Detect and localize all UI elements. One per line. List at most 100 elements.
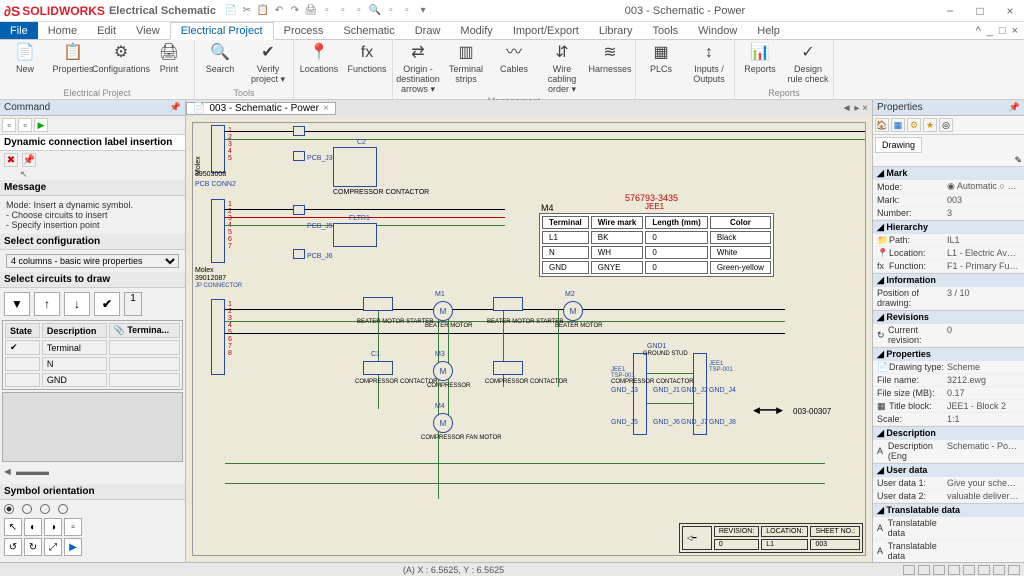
canvas-area: 📄 003 - Schematic - Power × ◄ ▸ × 12345 … <box>186 100 872 562</box>
cmd-tool-icon[interactable]: ▫ <box>18 118 32 132</box>
pin-icon[interactable]: 📌 <box>1009 102 1020 113</box>
qat-icon[interactable]: ↶ <box>272 4 286 18</box>
ribbon-terminalstrips-button[interactable]: ▥Terminal strips <box>445 42 487 85</box>
qat-icon[interactable]: ▾ <box>416 4 430 18</box>
orient-btn[interactable]: ▶ <box>64 538 82 556</box>
comp-label: COMPRESSOR CONTACTOR <box>333 189 383 196</box>
close-tab-icon[interactable]: × <box>323 103 329 114</box>
menu-tab-schematic[interactable]: Schematic <box>333 22 404 39</box>
ribbon-min-icon[interactable]: ^ <box>976 25 981 37</box>
qat-icon[interactable]: ▫ <box>320 4 334 18</box>
ribbon-reports-button[interactable]: 📊Reports <box>739 42 781 75</box>
config-select[interactable]: 4 columns - basic wire properties <box>6 254 179 268</box>
tabs-nav[interactable]: ◄ ▸ × <box>838 103 872 114</box>
down-icon[interactable]: ↓ <box>64 292 90 316</box>
menu-tab-help[interactable]: Help <box>747 22 790 39</box>
status-icon[interactable] <box>993 565 1005 575</box>
prop-tool-icon[interactable]: ★ <box>923 118 937 132</box>
orient-radio[interactable] <box>4 504 14 514</box>
orient-btn[interactable]: ◑ <box>44 518 62 536</box>
orient-btn[interactable]: ↻ <box>24 538 42 556</box>
orient-radio[interactable] <box>58 504 68 514</box>
status-icon[interactable] <box>948 565 960 575</box>
menu-tab-electricalproject[interactable]: Electrical Project <box>170 22 274 40</box>
status-icon[interactable] <box>903 565 915 575</box>
schematic-canvas[interactable]: 12345 1234567 12345678 Molex 39503008 PC… <box>186 116 872 562</box>
ribbon-cables-button[interactable]: 〰Cables <box>493 42 535 75</box>
menu-tab-window[interactable]: Window <box>688 22 747 39</box>
prop-tool-icon[interactable]: ◎ <box>939 118 953 132</box>
up-icon[interactable]: ↑ <box>34 292 60 316</box>
ribbon-origindestinationarrows-button[interactable]: ⇄Origin - destination arrows ▾ <box>397 42 439 95</box>
prop-tool-icon[interactable]: ▦ <box>891 118 905 132</box>
orient-btn[interactable]: ↖ <box>4 518 22 536</box>
menu-tab-tools[interactable]: Tools <box>642 22 688 39</box>
menu-tab-process[interactable]: Process <box>274 22 334 39</box>
qat-icon[interactable]: ▫ <box>352 4 366 18</box>
edit-icon[interactable]: ✎ <box>873 155 1024 166</box>
ribbon-properties-button[interactable]: 📋Properties <box>52 42 94 75</box>
qat-icon[interactable]: ▫ <box>400 4 414 18</box>
prop-tool-icon[interactable]: 🏠 <box>875 118 889 132</box>
ribbon-harnesses-button[interactable]: ≋Harnesses <box>589 42 631 75</box>
ribbon-search-button[interactable]: 🔍Search <box>199 42 241 75</box>
ribbon-inputsoutputs-button[interactable]: ↕Inputs / Outputs <box>688 42 730 85</box>
menu-tab-view[interactable]: View <box>126 22 170 39</box>
ribbon-print-button[interactable]: 🖨Print <box>148 42 190 75</box>
menu-tab-edit[interactable]: Edit <box>87 22 126 39</box>
qat-icon[interactable]: ↷ <box>288 4 302 18</box>
count-spinner[interactable]: 1 <box>124 292 142 316</box>
qat-icon[interactable]: 📋 <box>256 4 270 18</box>
close-button[interactable]: × <box>1000 4 1020 18</box>
pin-icon[interactable]: 📌 <box>170 102 181 113</box>
document-tab[interactable]: 📄 003 - Schematic - Power × <box>186 102 336 115</box>
menu-tab-modify[interactable]: Modify <box>450 22 502 39</box>
orient-btn[interactable]: ↺ <box>4 538 22 556</box>
cancel-button[interactable]: ✖ <box>4 153 18 167</box>
minimize-button[interactable]: − <box>940 4 960 18</box>
status-icon[interactable] <box>978 565 990 575</box>
qat-icon[interactable]: 🔍 <box>368 4 382 18</box>
orient-btn[interactable]: ⤢ <box>44 538 62 556</box>
status-icon[interactable] <box>1008 565 1020 575</box>
status-icon[interactable] <box>963 565 975 575</box>
check-icon[interactable]: ✔ <box>94 292 120 316</box>
ribbon-locations-button[interactable]: 📍Locations <box>298 42 340 75</box>
ribbon-min-icon[interactable]: □ <box>999 25 1006 37</box>
menu-tab-importexport[interactable]: Import/Export <box>503 22 589 39</box>
status-icon[interactable] <box>933 565 945 575</box>
menu-tab-library[interactable]: Library <box>589 22 643 39</box>
file-menu[interactable]: File <box>0 22 38 39</box>
status-icon[interactable] <box>918 565 930 575</box>
ribbon-functions-button[interactable]: fxFunctions <box>346 42 388 75</box>
orient-radio[interactable] <box>22 504 32 514</box>
status-icons <box>903 565 1020 575</box>
maximize-button[interactable]: □ <box>970 4 990 18</box>
prop-tool-icon[interactable]: ⚙ <box>907 118 921 132</box>
ribbon-close-icon[interactable]: × <box>1012 25 1018 37</box>
cmd-tool-icon[interactable]: ▫ <box>2 118 16 132</box>
qat-icon[interactable]: ✂ <box>240 4 254 18</box>
ribbon-new-button[interactable]: 📄New <box>4 42 46 75</box>
ribbon-verifyproject-button[interactable]: ✔Verify project ▾ <box>247 42 289 85</box>
qat-icon[interactable]: ▫ <box>384 4 398 18</box>
circuits-grid[interactable]: StateDescription📎 Termina...✔TerminalNGN… <box>2 320 183 390</box>
filter-icon[interactable]: ▼ <box>4 292 30 316</box>
ribbon-plcs-button[interactable]: ▦PLCs <box>640 42 682 75</box>
menu-tab-home[interactable]: Home <box>38 22 87 39</box>
ribbon-configurations-button[interactable]: ⚙Configurations <box>100 42 142 75</box>
orient-btn[interactable]: ◐ <box>24 518 42 536</box>
ribbon-wirecablingorder-button[interactable]: ⇵Wire cabling order ▾ <box>541 42 583 95</box>
drawing-tab[interactable]: Drawing <box>875 137 922 153</box>
cmd-tool-icon[interactable]: ▶ <box>34 118 48 132</box>
attach-button[interactable]: 📌 <box>22 153 36 167</box>
menu-tab-draw[interactable]: Draw <box>405 22 451 39</box>
qat-icon[interactable]: 🖨 <box>304 4 318 18</box>
ribbon-designrulecheck-button[interactable]: ✓Design rule check <box>787 42 829 85</box>
scroll-left-icon[interactable]: ◄ ▬▬▬ <box>0 464 185 480</box>
orient-btn[interactable]: ▫ <box>64 518 82 536</box>
ribbon-min-icon[interactable]: _ <box>987 25 993 37</box>
orient-radio[interactable] <box>40 504 50 514</box>
qat-icon[interactable]: ▫ <box>336 4 350 18</box>
qat-icon[interactable]: 📄 <box>224 4 238 18</box>
